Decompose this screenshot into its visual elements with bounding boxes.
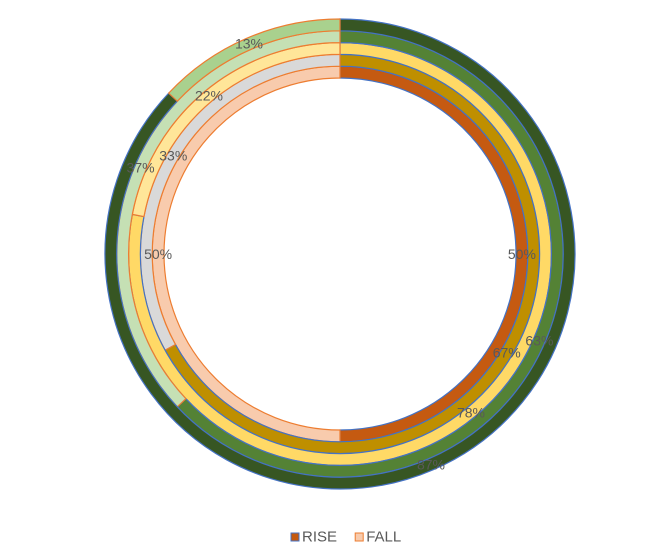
rings-group (104, 18, 576, 490)
legend-label-rise: RISE (302, 529, 337, 546)
legend: RISE FALL (290, 529, 401, 546)
legend-swatch-rise (290, 532, 300, 542)
ring-5-rise-label: 87% (417, 456, 445, 472)
ring-3-fall-label: 22% (195, 88, 223, 104)
ring-1-fall-label: 50% (144, 246, 172, 262)
ring-4-rise-label: 63% (525, 332, 553, 348)
ring-4-fall-label: 37% (127, 160, 155, 176)
ring-1-rise-label: 50% (508, 246, 536, 262)
ring-2-fall-label: 33% (159, 147, 187, 163)
legend-swatch-fall (354, 532, 364, 542)
ring-2-rise-label: 67% (493, 345, 521, 361)
ring-3-rise-label: 78% (457, 404, 485, 420)
legend-label-fall: FALL (366, 529, 401, 546)
ring-5-fall-label: 13% (235, 36, 263, 52)
data-labels-group: 50% 50% 67% 33% 78% 22% 63% 37% 87% 13% (127, 36, 554, 473)
ring-5-fall-segment (167, 18, 341, 103)
